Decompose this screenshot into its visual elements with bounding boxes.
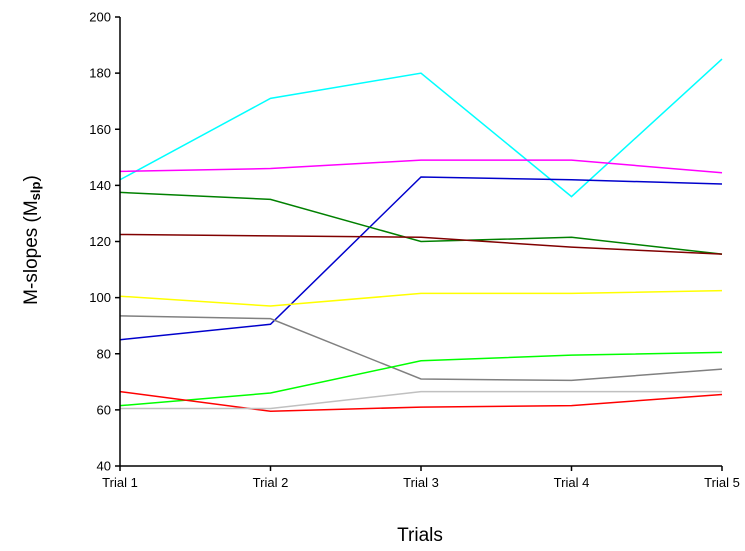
series-line-9 <box>119 390 723 413</box>
series-line-1 <box>119 58 723 198</box>
y-tick-label: 60 <box>97 402 111 417</box>
y-tick-label: 160 <box>89 122 111 137</box>
y-axis-title-subscript: slp <box>28 181 43 200</box>
x-tick-label: Trial 4 <box>554 475 590 490</box>
y-tick-label: 80 <box>97 346 111 361</box>
x-tick-label: Trial 2 <box>253 475 289 490</box>
series-line-7 <box>119 315 723 382</box>
x-axis-title: Trials <box>397 525 443 546</box>
x-ticks: Trial 1 Trial 2 Trial 3 Trial 4 Trial 5 <box>102 466 740 490</box>
x-tick-label: Trial 3 <box>403 475 439 490</box>
y-axis-title-close: ) <box>21 175 42 181</box>
series-line-3 <box>119 176 723 341</box>
series-line-4 <box>119 191 723 255</box>
series-layer <box>119 58 723 413</box>
series-line-8 <box>119 351 723 407</box>
series-line-6 <box>119 289 723 307</box>
x-tick-label: Trial 5 <box>704 475 740 490</box>
y-tick-label: 180 <box>89 66 111 81</box>
y-axis-title-main: M-slopes (M <box>21 200 42 305</box>
y-tick-label: 120 <box>89 234 111 249</box>
y-tick-label: 40 <box>97 459 111 474</box>
y-tick-label: 200 <box>89 10 111 25</box>
y-tick-label: 140 <box>89 178 111 193</box>
y-ticks: 40 60 80 100 120 140 160 180 200 <box>89 10 120 474</box>
series-line-10 <box>120 390 722 410</box>
x-tick-label: Trial 1 <box>102 475 138 490</box>
y-tick-label: 100 <box>89 290 111 305</box>
series-line-5 <box>119 233 723 255</box>
series-line-2 <box>119 159 723 174</box>
y-axis-title: M-slopes (Mslp) <box>21 175 43 305</box>
